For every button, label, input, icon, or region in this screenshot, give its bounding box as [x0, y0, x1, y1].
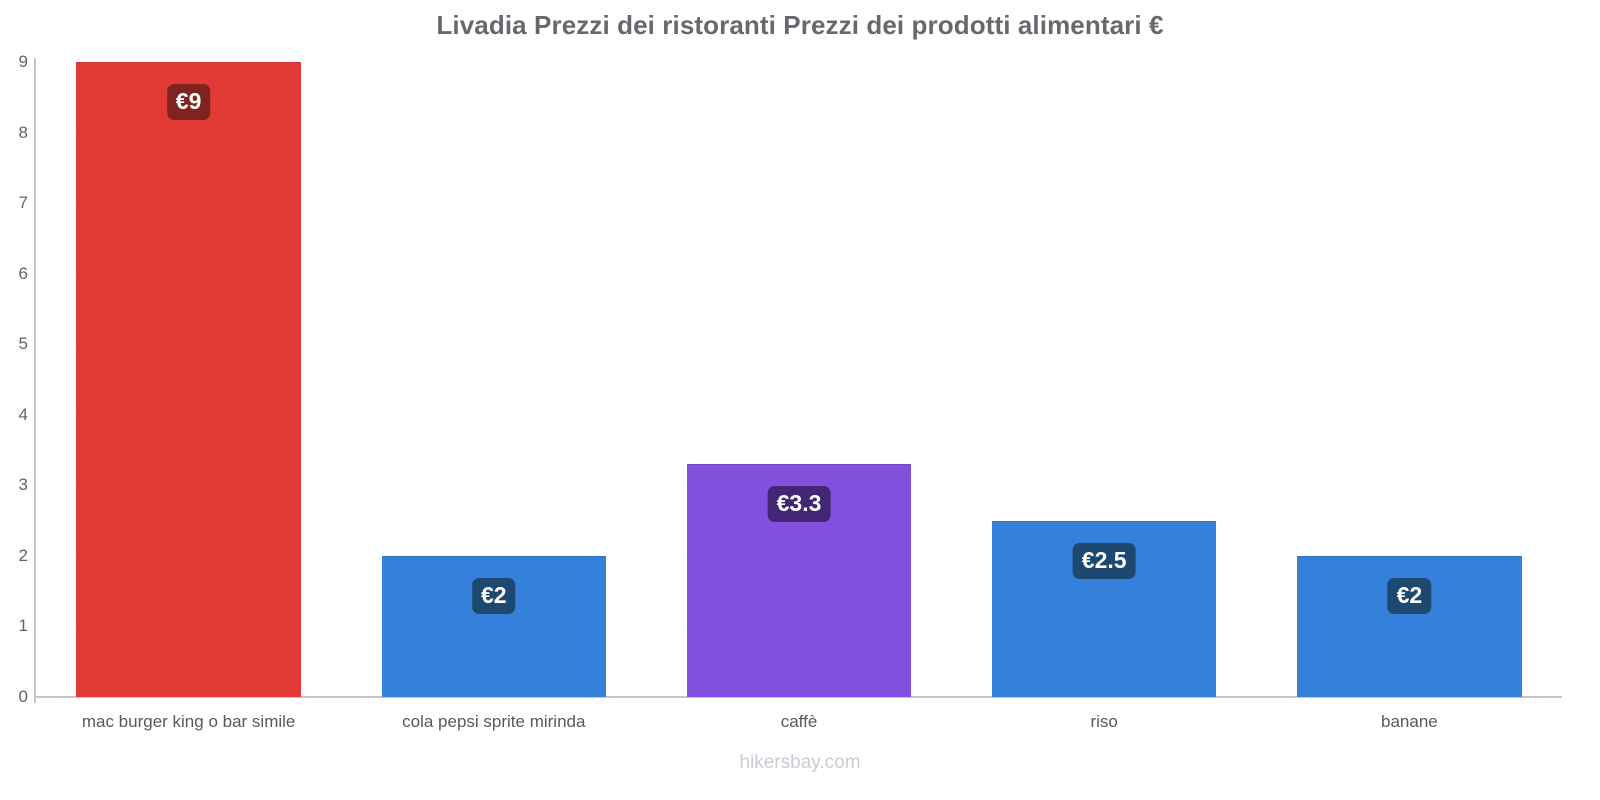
x-axis-category-label: banane	[1381, 712, 1438, 731]
bar-value-label: €2	[1387, 577, 1432, 614]
x-axis-category-label: caffè	[780, 712, 818, 731]
y-axis-line	[34, 58, 36, 703]
x-axis-line	[36, 696, 1562, 698]
bar-value-label: €9	[166, 84, 211, 120]
y-axis-tick-label: 1	[18, 616, 28, 636]
y-axis-tick-label: 9	[18, 52, 28, 71]
gridline	[36, 344, 1562, 346]
gridline	[36, 132, 1562, 134]
y-axis-tick-label: 2	[18, 545, 28, 565]
bar-value-label: €2.5	[1072, 542, 1136, 579]
y-axis-tick-label: 8	[18, 122, 28, 142]
y-axis-tick-label: 4	[18, 404, 28, 424]
gridline	[36, 203, 1562, 205]
page-title: Livadia Prezzi dei ristoranti Prezzi dei…	[436, 10, 1164, 40]
footer-attribution: hikersbay.com	[739, 752, 861, 773]
gridline	[36, 414, 1562, 416]
gridline	[36, 273, 1562, 275]
bar[interactable]	[76, 62, 301, 697]
y-axis-tick-label: 3	[18, 475, 28, 495]
y-axis-tick-label: 5	[18, 334, 28, 354]
bar-value-label: €2	[472, 577, 516, 614]
y-axis-tick-label: 0	[18, 687, 28, 706]
gridline	[36, 62, 1562, 63]
y-axis-tick-label: 6	[18, 263, 28, 283]
x-axis-category-label: mac burger king o bar simile	[81, 712, 296, 731]
bar-value-label: €3.3	[767, 486, 831, 523]
x-axis-category-label: cola pepsi sprite mirinda	[402, 712, 586, 731]
y-axis-tick-label: 7	[18, 193, 28, 213]
x-axis-category-label: riso	[1090, 712, 1118, 731]
